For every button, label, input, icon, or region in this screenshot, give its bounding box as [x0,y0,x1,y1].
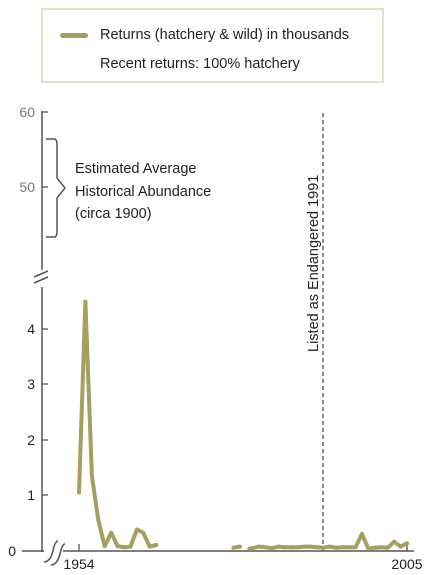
data-point-1-8 [122,545,126,550]
data-point-3-23 [392,539,397,544]
data-point-3-15 [340,545,345,550]
data-point-1-6 [109,530,114,535]
data-point-1-7 [115,544,120,549]
historical-abundance-label-1: Estimated Average [75,161,196,177]
data-point-1-11 [141,530,146,535]
returns-series [77,299,409,551]
data-point-1-4 [96,518,101,523]
legend: Returns (hatchery & wild) in thousands R… [41,8,384,83]
data-point-1-1 [77,490,81,495]
data-point-3-1 [247,546,252,551]
upper-y-axis: 60 50 [19,104,48,270]
x-tick-label-1954: 1954 [63,556,94,572]
data-point-2-1 [231,545,236,550]
endangered-label: Listed as Endangered 1991 [306,175,322,352]
data-point-1-13 [154,543,159,547]
data-point-1-12 [147,544,152,549]
y-tick-label-2: 2 [27,432,35,448]
data-point-1-3 [89,473,94,478]
data-point-3-16 [347,545,352,550]
data-point-1-5 [102,544,107,549]
y-tick-label-4: 4 [27,321,35,337]
axis-break-mark [33,270,49,284]
data-point-3-9 [302,544,307,549]
y-tick-label-3: 3 [27,376,35,392]
data-point-3-18 [360,531,364,536]
data-point-3-3 [263,545,268,550]
x-tick-label-2005: 2005 [391,556,422,572]
data-point-3-17 [353,545,358,550]
data-point-3-11 [315,545,319,550]
data-point-3-22 [385,545,390,550]
data-point-3-10 [308,544,313,549]
data-point-3-6 [282,545,287,550]
data-point-3-21 [379,545,384,550]
y-tick-label-0: 0 [8,543,16,559]
data-point-3-7 [289,545,294,550]
data-point-3-5 [276,544,281,549]
data-point-3-2 [257,544,262,549]
y-tick-label-50: 50 [19,179,35,195]
series-segment-1 [77,299,159,550]
legend-series-swatch [60,33,88,38]
data-point-3-12 [321,545,326,550]
y-tick-label-60: 60 [19,104,35,120]
legend-note: Recent returns: 100% hatchery [100,56,300,72]
y-tick-label-1: 1 [27,487,35,503]
data-point-1-9 [128,544,133,549]
data-point-2-2 [237,544,242,549]
legend-series-label: Returns (hatchery & wild) in thousands [100,27,350,43]
x-axis-break-mark [43,540,66,566]
historical-abundance-label-2: Historical Abundance [75,184,211,200]
data-point-3-19 [366,546,371,551]
data-point-3-13 [327,544,332,549]
data-point-3-8 [295,545,300,550]
data-point-1-10 [134,527,139,532]
data-point-3-24 [398,544,403,549]
historical-abundance-label-3: (circa 1900) [75,206,152,222]
lower-y-axis: 4 3 2 1 0 [8,287,48,559]
data-point-3-20 [372,545,377,550]
data-point-3-14 [334,545,339,550]
data-point-1-2 [83,299,88,304]
historical-bracket [46,138,66,238]
data-point-3-4 [269,546,274,551]
x-axis: 1954 2005 [22,540,423,572]
data-point-3-25 [405,541,409,546]
